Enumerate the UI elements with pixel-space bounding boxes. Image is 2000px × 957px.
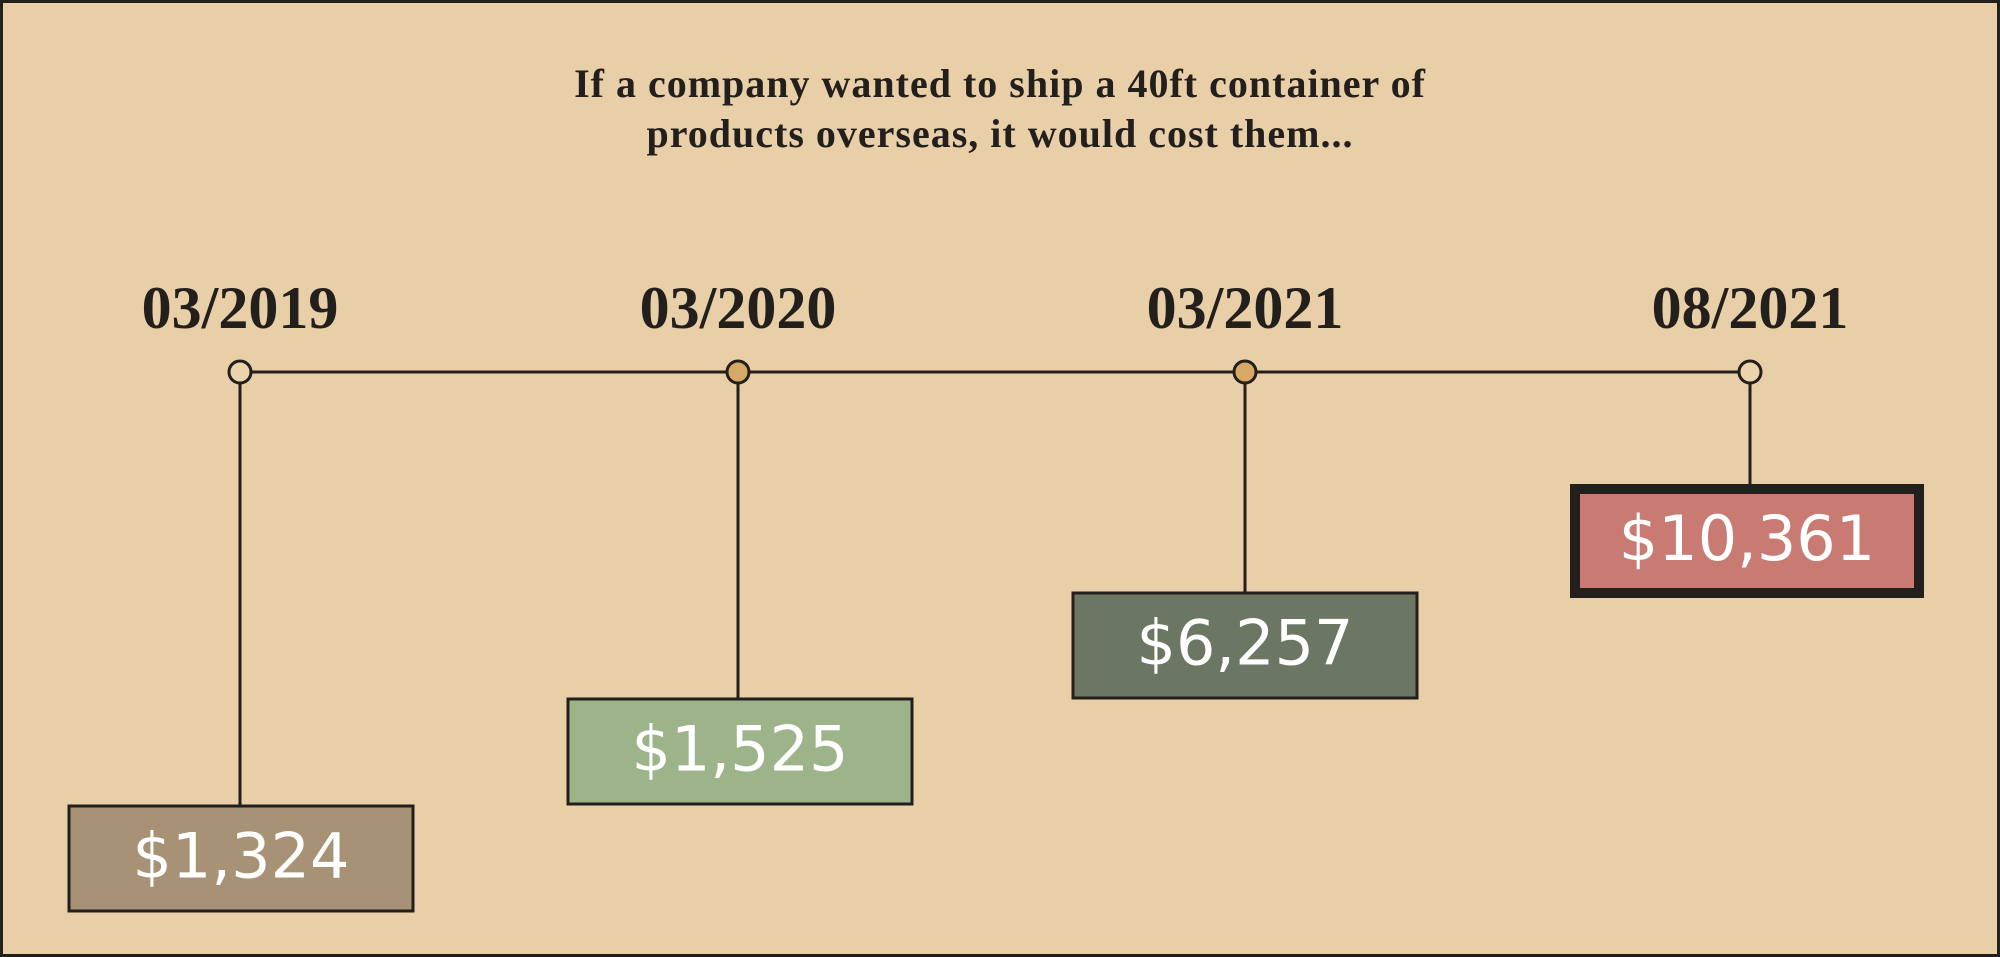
cost-label: $6,257 (1137, 607, 1354, 680)
date-label: 03/2020 (640, 275, 837, 341)
cost-box (1071, 591, 1419, 700)
cost-box (67, 804, 415, 913)
cost-label: $1,324 (133, 820, 350, 893)
title-line: If a company wanted to ship a 40ft conta… (574, 61, 1426, 106)
cost-box (1570, 484, 1924, 598)
cost-label: $1,525 (632, 713, 849, 786)
date-label: 03/2021 (1147, 275, 1344, 341)
title-line: products overseas, it would cost them... (646, 111, 1353, 156)
timeline-dot (227, 359, 253, 385)
timeline-dot (1232, 359, 1258, 385)
date-label: 03/2019 (142, 275, 339, 341)
timeline-dot (725, 359, 751, 385)
timeline-dot (1737, 359, 1763, 385)
cost-label: $10,361 (1619, 502, 1875, 575)
cost-box (566, 697, 914, 806)
date-label: 08/2021 (1652, 275, 1849, 341)
